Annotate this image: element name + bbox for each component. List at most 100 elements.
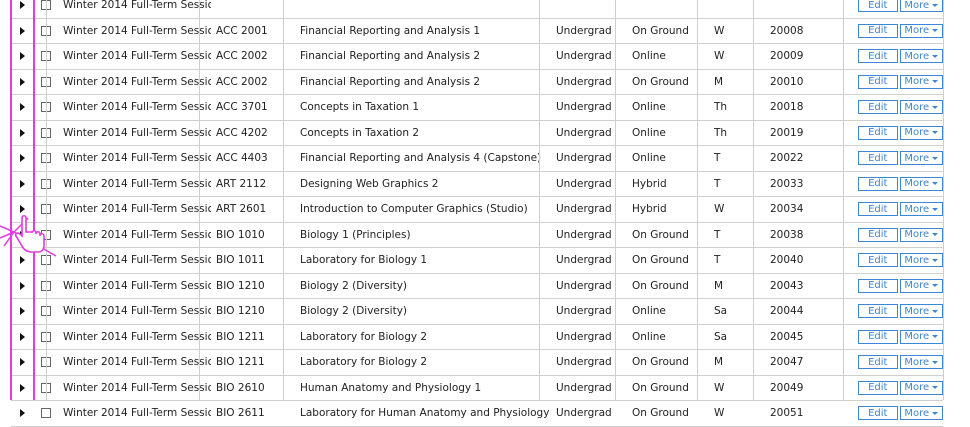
more-dropdown-button[interactable]: More (899, 329, 943, 344)
expand-row-button[interactable] (11, 172, 34, 197)
more-label: More (904, 127, 930, 139)
edit-button[interactable]: Edit (858, 151, 898, 166)
expand-row-button[interactable] (11, 19, 34, 44)
table-row: Winter 2014 Full-Term Session BIO 1011 Lab… (11, 248, 943, 274)
more-dropdown-button[interactable]: More (899, 176, 943, 191)
more-dropdown-button[interactable]: More (899, 304, 943, 319)
delivery-mode-cell: Hybrid (632, 177, 667, 190)
term-cell: Winter 2014 Full-Term Session (63, 203, 211, 216)
table-row: Winter 2014 Full-Term Session BIO 2611 Lab… (11, 401, 943, 427)
more-label: More (904, 178, 930, 190)
course-code-cell: ACC 4202 (216, 126, 268, 139)
delivery-mode-cell: Hybrid (632, 203, 667, 216)
delivery-mode-cell: On Ground (632, 24, 689, 37)
expand-row-button[interactable] (11, 274, 34, 299)
expand-row-button[interactable] (11, 350, 34, 375)
section-number-cell: 20009 (770, 50, 804, 63)
more-dropdown-button[interactable]: More (899, 125, 943, 140)
level-cell: Undergrad (556, 330, 612, 343)
table-row: Winter 2014 Full-Term Session ART 2112 Des… (11, 172, 943, 197)
meeting-day-cell: M (714, 356, 724, 369)
more-dropdown-button[interactable]: More (899, 100, 943, 115)
course-code-cell: BIO 1210 (216, 279, 265, 292)
edit-button[interactable]: Edit (858, 406, 898, 421)
more-dropdown-button[interactable]: More (899, 202, 943, 217)
level-cell: Undergrad (556, 356, 612, 369)
section-number-cell: 20018 (770, 101, 804, 114)
edit-button[interactable]: Edit (858, 100, 898, 115)
edit-button[interactable]: Edit (858, 49, 898, 64)
more-dropdown-button[interactable]: More (899, 380, 943, 395)
meeting-day-cell: Sa (714, 330, 728, 343)
more-dropdown-button[interactable]: More (899, 49, 943, 64)
course-title-cell: Laboratory for Biology 2 (300, 330, 428, 343)
expand-row-button[interactable] (11, 44, 34, 69)
edit-button[interactable]: Edit (858, 0, 898, 13)
expand-triangle-icon (20, 26, 25, 35)
row-actions: Edit More (855, 376, 943, 401)
meeting-day-cell: W (714, 24, 725, 37)
expand-row-button[interactable] (11, 95, 34, 120)
delivery-mode-cell: Online (632, 152, 666, 165)
course-title-cell: Biology 2 (Diversity) (300, 305, 408, 318)
more-label: More (904, 152, 930, 164)
caret-down-icon (932, 284, 939, 288)
expand-row-button[interactable] (11, 325, 34, 350)
term-cell: Winter 2014 Full-Term Session (63, 177, 211, 190)
edit-button[interactable]: Edit (858, 227, 898, 242)
edit-button[interactable]: Edit (858, 74, 898, 89)
more-dropdown-button[interactable]: More (899, 227, 943, 242)
more-dropdown-button[interactable]: More (899, 406, 943, 421)
table-row: Winter 2014 Full-Term Session ART 2601 Int… (11, 197, 943, 223)
table-row: Winter 2014 Full-Term Session ACC 2002 Fin… (11, 44, 943, 70)
expand-row-button[interactable] (11, 70, 34, 95)
more-dropdown-button[interactable]: More (899, 151, 943, 166)
expand-row-button[interactable] (11, 248, 34, 273)
more-dropdown-button[interactable]: More (899, 253, 943, 268)
delivery-mode-cell: On Ground (632, 228, 689, 241)
edit-button[interactable]: Edit (858, 176, 898, 191)
row-select-checkbox[interactable] (34, 401, 58, 426)
more-dropdown-button[interactable]: More (899, 355, 943, 370)
expand-triangle-icon (20, 256, 25, 265)
more-dropdown-button[interactable]: More (899, 23, 943, 38)
more-dropdown-button[interactable]: More (899, 0, 943, 13)
edit-button[interactable]: Edit (858, 304, 898, 319)
expand-row-button[interactable] (11, 376, 34, 401)
expand-row-button[interactable] (11, 197, 34, 222)
more-label: More (904, 407, 930, 419)
level-cell: Undergrad (556, 126, 612, 139)
more-label: More (904, 50, 930, 62)
edit-button[interactable]: Edit (858, 202, 898, 217)
course-code-cell: ART 2112 (216, 177, 267, 190)
column-divider (199, 0, 200, 400)
table-row: Winter 2014 Full-Term Session BIO 2610 Hum… (11, 376, 943, 401)
edit-button[interactable]: Edit (858, 125, 898, 140)
row-actions: Edit More (855, 19, 943, 44)
level-cell: Undergrad (556, 50, 612, 63)
level-cell: Undergrad (556, 203, 612, 216)
edit-button[interactable]: Edit (858, 253, 898, 268)
edit-button[interactable]: Edit (858, 355, 898, 370)
expand-row-button[interactable] (11, 299, 34, 324)
course-title-cell: Laboratory for Human Anatomy and Physiol… (300, 407, 551, 420)
edit-button[interactable]: Edit (858, 278, 898, 293)
course-code-cell: BIO 2610 (216, 381, 265, 394)
course-title-cell: Concepts in Taxation 1 (300, 101, 420, 114)
edit-button[interactable]: Edit (858, 380, 898, 395)
term-cell: Winter 2014 Full-Term Session (63, 356, 211, 369)
expand-row-button[interactable] (11, 0, 34, 18)
more-dropdown-button[interactable]: More (899, 74, 943, 89)
edit-button[interactable]: Edit (858, 23, 898, 38)
more-dropdown-button[interactable]: More (899, 278, 943, 293)
course-code-cell: BIO 1211 (216, 330, 265, 343)
expand-row-button[interactable] (11, 146, 34, 171)
expand-row-button[interactable] (11, 401, 34, 426)
delivery-mode-cell: Online (632, 126, 666, 139)
row-actions: Edit More (855, 70, 943, 95)
expand-row-button[interactable] (11, 121, 34, 146)
more-label: More (904, 229, 930, 241)
meeting-day-cell: Sa (714, 305, 728, 318)
caret-down-icon (932, 411, 939, 415)
edit-button[interactable]: Edit (858, 329, 898, 344)
